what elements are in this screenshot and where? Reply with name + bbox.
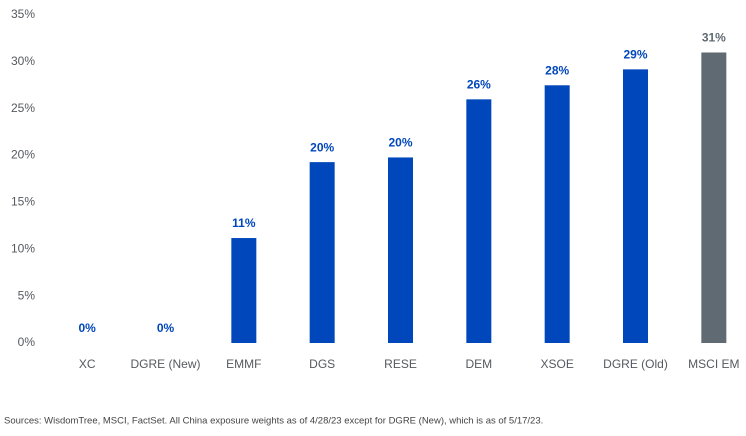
y-tick-label: 25%	[11, 101, 35, 115]
y-tick-label: 30%	[11, 54, 35, 68]
x-tick-label: DGS	[309, 357, 335, 371]
value-label: 0%	[78, 321, 96, 335]
bar	[544, 85, 570, 344]
y-tick-label: 10%	[11, 241, 35, 255]
value-label: 20%	[388, 136, 412, 150]
value-label: 0%	[157, 321, 175, 335]
bar	[388, 157, 413, 343]
y-tick-label: 35%	[11, 7, 35, 21]
footnote: Sources: WisdomTree, MSCI, FactSet. All …	[4, 416, 543, 427]
x-tick-label: XC	[79, 357, 96, 371]
value-label: 28%	[545, 63, 569, 77]
value-label: 31%	[702, 31, 726, 45]
y-tick-label: 5%	[18, 288, 36, 302]
value-label: 29%	[623, 48, 647, 62]
y-tick-label: 15%	[11, 195, 35, 209]
bar	[231, 238, 257, 343]
value-label: 11%	[232, 216, 256, 230]
x-tick-label: DGRE (Old)	[603, 357, 668, 371]
value-label: 20%	[310, 140, 334, 154]
x-tick-label: EMMF	[226, 357, 261, 371]
x-tick-label: RESE	[384, 357, 417, 371]
bar	[466, 99, 492, 343]
value-label: 26%	[467, 78, 491, 92]
x-tick-label: XSOE	[540, 357, 573, 371]
x-tick-label: DGRE (New)	[130, 357, 200, 371]
y-tick-label: 0%	[18, 335, 36, 349]
x-tick-label: DEM	[465, 357, 492, 371]
y-tick-label: 20%	[11, 148, 35, 162]
bar	[701, 52, 727, 343]
bar	[623, 69, 648, 344]
x-tick-label: MSCI EM	[688, 357, 739, 371]
bar	[309, 162, 335, 343]
